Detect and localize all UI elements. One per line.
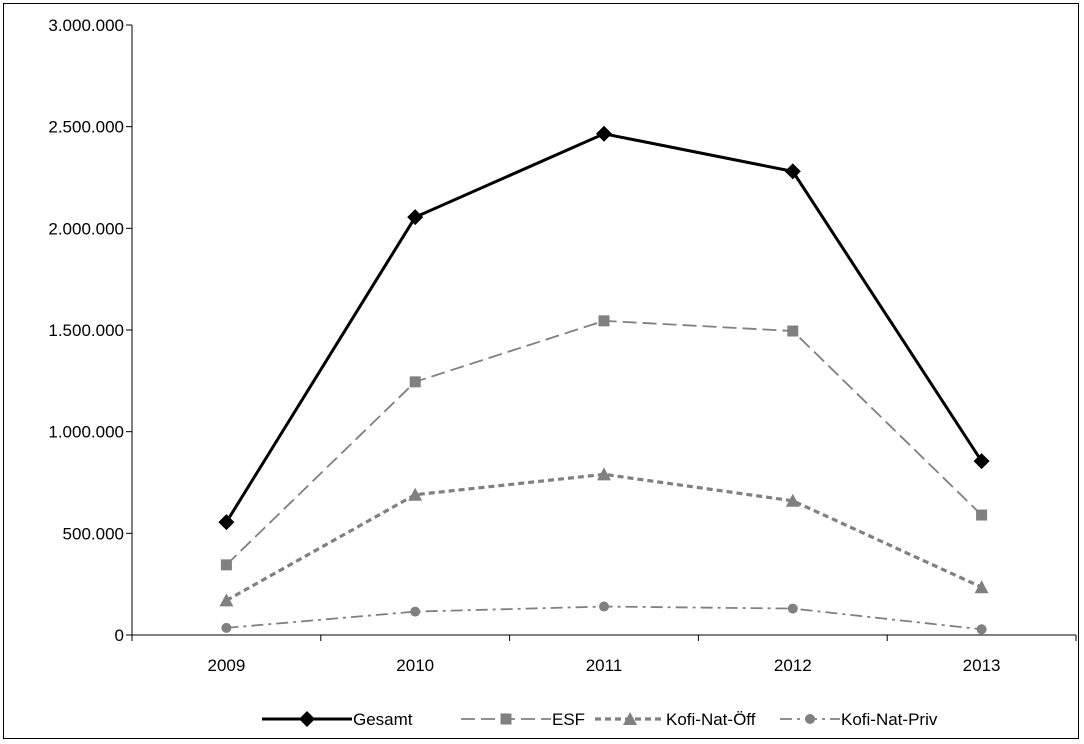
y-tick-label: 1.000.000 [48,423,124,442]
data-point-diamond [596,125,612,142]
data-point-square [598,315,610,327]
y-tick-label: 1.500.000 [48,321,124,340]
data-point-circle [787,603,798,614]
x-tick-label: 2012 [774,656,812,675]
y-tick-label: 500.000 [63,524,124,543]
y-tick-label: 3.000.000 [48,16,124,35]
series-esf [220,315,988,571]
legend-item: ESF [461,710,585,729]
legend-marker-diamond [299,711,315,727]
legend-item: Gesamt [262,710,413,729]
series-line [225,472,983,602]
x-tick-label: 2011 [586,656,623,675]
legend-marker-circle [805,714,815,724]
data-point-square [409,376,421,388]
x-axis: 2009 2010 2011 2012 2013 [131,634,1077,675]
series-layer [218,125,990,635]
data-point-triangle [785,493,800,507]
data-point-triangle [597,467,611,481]
data-point-diamond [784,163,801,180]
series-line [225,319,983,566]
data-point-square [787,325,799,337]
series-line [225,132,983,523]
data-point-circle [599,601,609,612]
legend-label: ESF [552,710,585,729]
data-point-triangle [219,593,234,607]
y-axis: 0 500.000 1.000.000 1.500.000 2.000.000 2.500… [48,16,133,645]
data-point-circle [221,622,232,633]
legend-label: Kofi-Nat-Priv [841,710,938,729]
data-point-circle [410,606,421,617]
legend-marker-triangle [623,712,637,725]
series-gesamt [218,125,990,531]
legend-marker-square [500,713,512,725]
data-point-circle [976,624,987,635]
data-point-triangle [408,487,423,501]
x-tick-label: 2013 [963,656,1001,675]
legend-label: Gesamt [353,710,413,729]
series-kofi-nat-ff [219,467,989,607]
legend-item: Kofi-Nat-Öff [595,710,756,729]
data-point-square [976,509,988,521]
data-point-triangle [974,580,989,594]
legend: Gesamt ESF Kofi-Nat-Öff Kofi-Nat-Priv [262,710,938,729]
x-tick-label: 2009 [207,656,245,675]
y-tick-label: 2.500.000 [48,118,124,137]
series-kofi-nat-priv [221,601,987,635]
legend-item: Kofi-Nat-Priv [780,710,938,729]
data-point-square [220,559,232,571]
data-point-diamond [973,453,990,470]
data-point-diamond [218,514,235,531]
y-tick-label: 2.000.000 [48,219,124,238]
x-tick-label: 2010 [396,656,434,675]
chart-frame [3,3,1079,739]
y-tick-label: 0 [115,626,124,645]
data-point-diamond [407,209,424,226]
legend-label: Kofi-Nat-Öff [666,710,756,729]
